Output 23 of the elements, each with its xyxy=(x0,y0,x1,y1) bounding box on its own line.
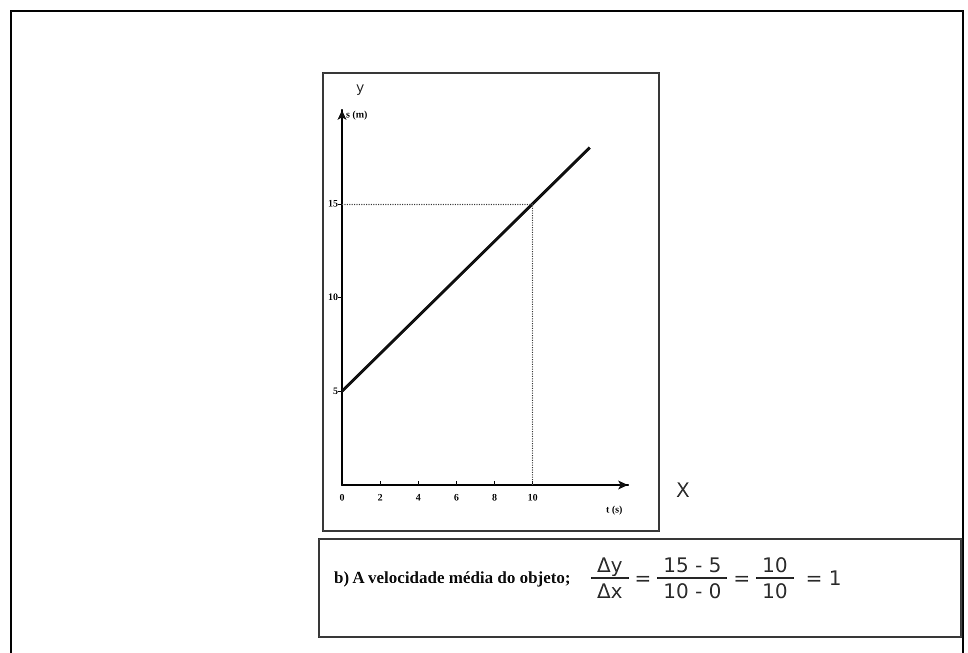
y-tick-label: 10 xyxy=(328,292,338,303)
text: y xyxy=(356,80,364,96)
text: 15 - 5 xyxy=(662,553,722,577)
text: 10 - 0 xyxy=(657,577,728,603)
text: Δx xyxy=(591,577,629,603)
text: 10 xyxy=(756,577,794,603)
x-tick-label: 6 xyxy=(454,492,459,504)
text: = xyxy=(634,566,652,590)
text: b) A velocidade média do objeto; xyxy=(334,568,571,588)
text: X xyxy=(676,478,690,502)
y-axis-title: s (m) xyxy=(346,110,368,120)
y-tick-label: 5 xyxy=(333,386,338,397)
x-tick-label: 4 xyxy=(416,492,421,504)
x-tick-label: 10 xyxy=(528,492,538,504)
text: Δy xyxy=(596,553,624,577)
x-axis-title: t (s) xyxy=(606,504,622,516)
text: = xyxy=(733,566,750,590)
y-tick-label: 15 xyxy=(328,198,338,210)
x-tick-label: 2 xyxy=(378,492,383,504)
text: = 1 xyxy=(806,566,842,590)
x-tick-label: 0 xyxy=(340,492,344,504)
text: 10 xyxy=(761,553,789,577)
x-tick-label: 8 xyxy=(492,492,498,504)
